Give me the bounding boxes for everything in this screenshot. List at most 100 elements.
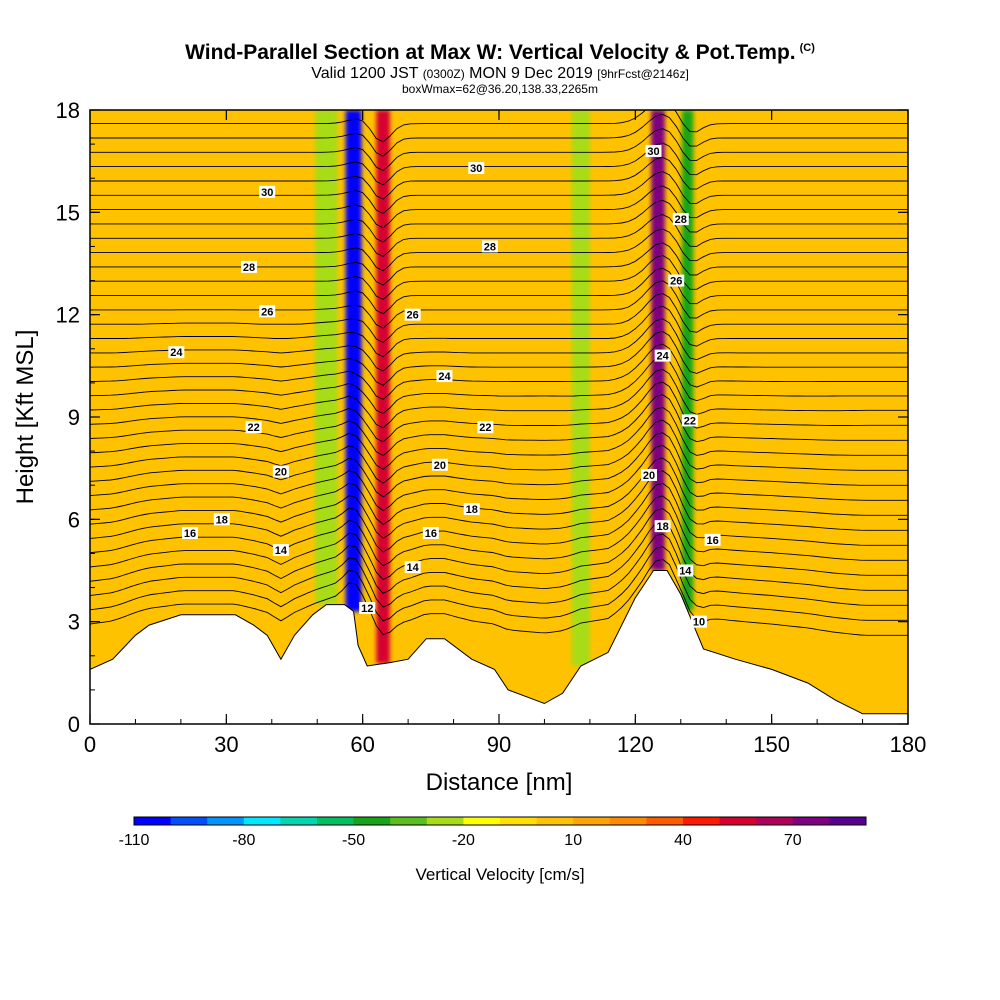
isotherm-label-text: 24 <box>170 347 183 359</box>
isotherm-label-text: 22 <box>684 415 696 427</box>
isotherm-label-21: 16 <box>181 526 198 540</box>
isotherm-label-text: 14 <box>275 545 288 557</box>
isotherm-label-13: 22 <box>477 421 494 434</box>
isotherm-label-7: 26 <box>404 308 421 322</box>
isotherm-label-text: 16 <box>425 528 437 540</box>
isotherm-line-4 <box>90 508 908 581</box>
x-tick-label: 30 <box>214 732 238 757</box>
isotherm-label-text: 18 <box>466 504 478 516</box>
colorbar-swatch-15 <box>683 817 721 825</box>
isotherm-line-31 <box>90 156 908 200</box>
isotherm-line-11 <box>90 419 908 484</box>
isotherm-line-29 <box>90 185 908 229</box>
isotherm-label-text: 28 <box>675 214 687 226</box>
isotherm-label-bg <box>477 421 494 434</box>
isotherm-label-bg <box>690 615 707 628</box>
isotherm-label-bg <box>259 305 276 318</box>
chart-title: Wind-Parallel Section at Max W: Vertical… <box>0 36 1000 65</box>
isotherm-line-26 <box>90 228 908 272</box>
colorbar-swatch-11 <box>536 817 574 825</box>
isotherm-label-bg <box>436 370 453 383</box>
colorbar-label: 10 <box>564 832 582 849</box>
isotherm-label-bg <box>404 561 421 574</box>
isotherm-line-1 <box>90 546 908 622</box>
isotherm-line-27 <box>90 214 908 257</box>
velocity-band-3 <box>651 110 665 571</box>
isotherm-label-bg <box>272 465 289 478</box>
isotherm-label-text: 18 <box>216 514 228 526</box>
colorbar-label: -50 <box>342 832 365 849</box>
isotherm-label-16: 20 <box>431 458 448 472</box>
isotherm-label-bg <box>481 240 498 253</box>
isotherm-label-text: 24 <box>438 371 451 383</box>
isotherm-label-5: 28 <box>672 213 689 226</box>
isotherm-line-30 <box>90 171 908 215</box>
isotherm-line-2 <box>90 533 908 608</box>
isotherm-line-9 <box>90 444 908 512</box>
isotherm-label-12: 22 <box>245 421 262 434</box>
colorbar-swatch-9 <box>463 817 501 825</box>
valid-time-line: Valid 1200 JST (0300Z) MON 9 Dec 2019 [9… <box>0 65 1000 83</box>
colorbar-swatch-14 <box>646 817 684 825</box>
isotherm-label-bg <box>668 274 685 287</box>
isotherm-label-bg <box>181 526 198 539</box>
isotherm-label-bg <box>245 421 262 434</box>
colorbar-swatch-12 <box>573 817 611 825</box>
isotherm-label-bg <box>168 346 185 359</box>
isotherm-line-19 <box>90 318 908 372</box>
isotherm-label-text: 12 <box>361 603 373 615</box>
colorbar-label: -80 <box>232 832 255 849</box>
isotherm-label-28: 10 <box>690 615 707 629</box>
isotherm-label-text: 30 <box>261 187 273 199</box>
x-tick-label: 150 <box>753 732 790 757</box>
isotherm-label-bg <box>213 513 230 526</box>
velocity-band-5 <box>571 110 590 667</box>
isotherm-lines <box>90 110 908 636</box>
isotherm-label-bg <box>640 468 657 481</box>
colorbar-swatch-4 <box>280 817 318 825</box>
isotherm-line-34 <box>90 113 908 157</box>
isotherm-line-22 <box>90 280 908 329</box>
colorbar-label: -20 <box>452 832 475 849</box>
isotherm-line-14 <box>90 381 908 443</box>
colorbar-swatch-6 <box>353 817 391 825</box>
isotherm-line-12 <box>90 406 908 470</box>
isotherm-label-2: 30 <box>645 144 662 158</box>
colorbar-title: Vertical Velocity [cm/s] <box>415 865 584 884</box>
isotherm-label-text: 30 <box>647 146 659 158</box>
colorbar-swatch-2 <box>207 817 245 825</box>
isotherm-label-25: 14 <box>404 561 421 574</box>
isotherm-label-bg <box>704 533 721 546</box>
y-tick-label: 3 <box>68 610 80 635</box>
colorbar-label: -110 <box>119 832 150 849</box>
isotherm-labels: 30 30 30 28 28 28 26 26 26 24 24 24 22 22 22 20 20 20 18 18… <box>168 144 721 629</box>
colorbar-swatch-3 <box>243 817 281 825</box>
isotherm-label-bg <box>645 144 662 157</box>
isotherm-label-11: 24 <box>654 349 671 363</box>
velocity-band-2 <box>314 110 338 605</box>
isotherm-label-bg <box>259 185 276 198</box>
isotherm-label-text: 20 <box>434 460 446 472</box>
isotherm-label-27: 12 <box>359 602 376 615</box>
isotherm-label-bg <box>359 602 376 615</box>
terrain <box>89 570 909 725</box>
isotherm-label-bg <box>654 349 671 362</box>
x-tick-label: 180 <box>890 732 927 757</box>
isotherm-label-bg <box>654 520 671 533</box>
y-tick-label: 9 <box>68 405 80 430</box>
isotherm-label-bg <box>272 544 289 557</box>
x-tick-label: 90 <box>487 732 511 757</box>
isotherm-line-21 <box>90 293 908 343</box>
forecast-tag: [9hrFcst@2146z] <box>597 67 689 81</box>
isotherm-label-text: 28 <box>484 241 496 253</box>
isotherm-label-bg <box>422 526 439 539</box>
y-tick-label: 6 <box>68 507 80 532</box>
isotherm-label-9: 24 <box>168 346 185 359</box>
isotherm-label-text: 18 <box>656 521 668 533</box>
valid-prefix: Valid 1200 JST <box>311 65 419 82</box>
isotherm-label-4: 28 <box>481 240 498 253</box>
isotherm-label-text: 24 <box>656 351 669 363</box>
isotherm-label-20: 18 <box>654 520 671 533</box>
y-tick-label: 0 <box>68 712 80 737</box>
